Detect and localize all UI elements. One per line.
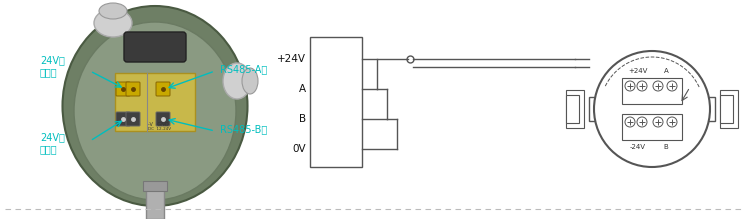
Bar <box>566 90 584 128</box>
Circle shape <box>625 117 635 127</box>
Text: 24V电
源正极: 24V电 源正极 <box>40 55 64 77</box>
Text: RS485-B极: RS485-B极 <box>220 124 267 134</box>
FancyBboxPatch shape <box>156 82 170 96</box>
Circle shape <box>637 117 647 127</box>
Bar <box>720 95 733 123</box>
Circle shape <box>637 81 647 91</box>
Ellipse shape <box>223 63 251 99</box>
Bar <box>720 90 738 128</box>
Text: +24V: +24V <box>628 68 648 74</box>
Circle shape <box>667 117 677 127</box>
FancyBboxPatch shape <box>126 82 140 96</box>
Ellipse shape <box>99 3 127 19</box>
FancyBboxPatch shape <box>116 112 130 126</box>
Circle shape <box>625 81 635 91</box>
Bar <box>143 181 167 191</box>
Ellipse shape <box>74 22 236 200</box>
Text: -24V: -24V <box>630 144 646 150</box>
Circle shape <box>667 81 677 91</box>
Text: 0V: 0V <box>292 144 306 154</box>
Text: A: A <box>664 68 668 74</box>
Circle shape <box>653 81 663 91</box>
Text: 24V电
源负极: 24V电 源负极 <box>40 132 64 154</box>
Text: DC  12-24V: DC 12-24V <box>148 127 171 131</box>
FancyBboxPatch shape <box>124 32 186 62</box>
Text: -V   GND: -V GND <box>148 122 169 127</box>
Bar <box>146 184 164 219</box>
Bar <box>566 95 579 123</box>
FancyBboxPatch shape <box>156 112 170 126</box>
Text: B: B <box>298 114 306 124</box>
Text: RS485-A极: RS485-A极 <box>220 64 267 74</box>
Text: +24V: +24V <box>277 54 306 64</box>
Ellipse shape <box>242 68 258 94</box>
Bar <box>115 73 195 131</box>
Ellipse shape <box>94 9 132 37</box>
Bar <box>622 114 682 140</box>
Circle shape <box>594 51 710 167</box>
Ellipse shape <box>62 6 248 206</box>
Text: B: B <box>664 144 668 150</box>
FancyBboxPatch shape <box>126 112 140 126</box>
Text: A: A <box>298 84 306 94</box>
Bar <box>310 37 362 167</box>
Bar <box>622 78 682 104</box>
FancyBboxPatch shape <box>116 82 130 96</box>
Bar <box>589 97 715 121</box>
Circle shape <box>653 117 663 127</box>
